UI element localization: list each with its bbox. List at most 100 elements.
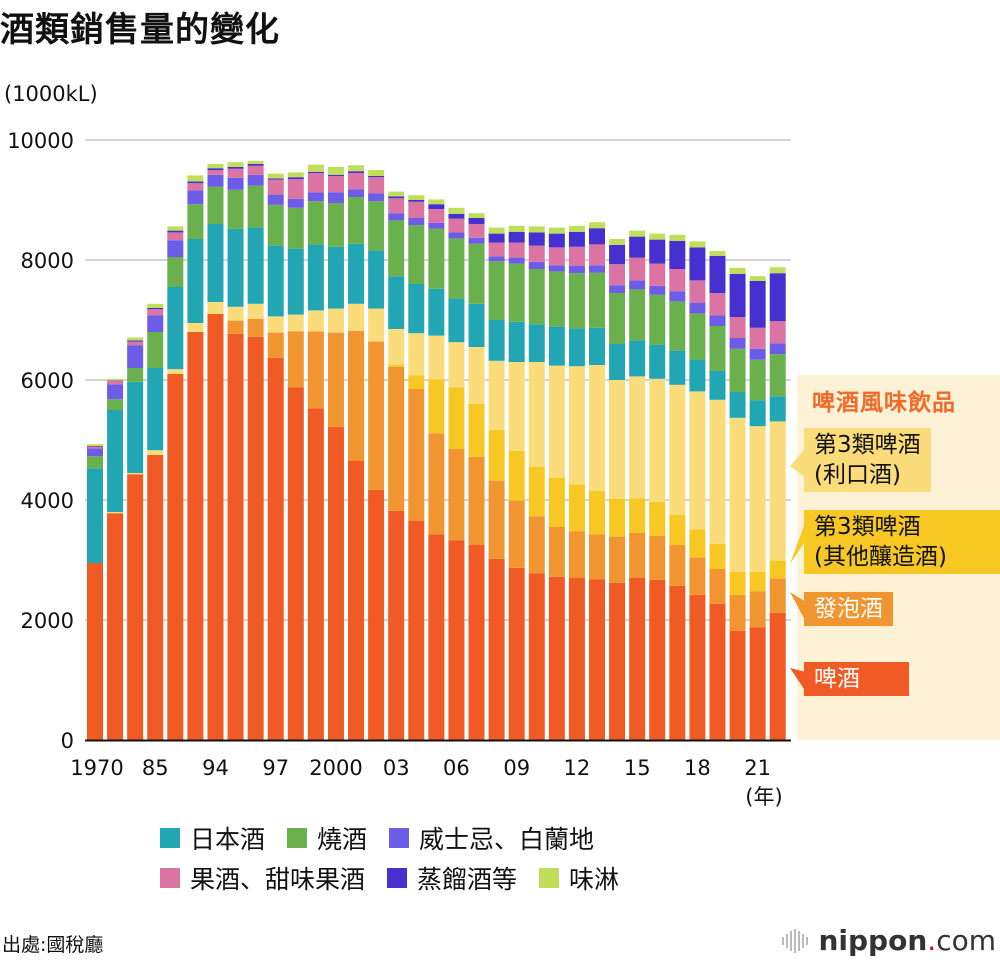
legend: 日本酒 燒酒 威士忌、白蘭地 果酒、甜味果酒 蒸餾酒等 味淋: [160, 818, 720, 898]
bar-segment-whisky-2022: [769, 343, 786, 355]
bar-segment-beer-2007: [468, 545, 485, 740]
bar-segment-whisky-2021: [749, 348, 766, 360]
logo-dot: .: [927, 924, 937, 957]
legend-item-fruit: 果酒、甜味果酒: [160, 860, 365, 896]
bar-segment-sake-1996: [247, 227, 264, 304]
chart-title: 酒類銷售量的變化: [0, 10, 280, 50]
bar-stack-1990: [167, 226, 184, 740]
bar-segment-mirin-1990: [167, 226, 184, 231]
bar-stack-2012: [568, 225, 585, 740]
bar-segment-whisky-2020: [729, 338, 746, 349]
bar-segment-distilled-1998: [287, 177, 304, 179]
bar-segment-mirin-2015: [629, 230, 646, 237]
bar-segment-beer-1997: [267, 357, 284, 740]
bar-segment-fruit-2020: [729, 317, 746, 338]
bar-segment-fruit-2019: [709, 293, 726, 316]
bar-segment-beer-1980: [127, 474, 144, 740]
bar-stack-2005: [428, 199, 445, 740]
x-tick-label: 2000: [309, 756, 362, 780]
bar-segment-happoshu-2003: [388, 366, 405, 511]
bar-segment-third_liqueur-2022: [769, 421, 786, 561]
bar-segment-beer-1975: [107, 513, 124, 740]
bar-segment-happoshu-2004: [408, 389, 425, 521]
bar-segment-third_other-2007: [468, 404, 485, 457]
bar-segment-shochu-2006: [448, 238, 465, 299]
bar-segment-beer-2003: [388, 510, 405, 740]
bar-segment-shochu-2018: [689, 313, 706, 360]
bar-stack-2002: [368, 170, 385, 740]
bar-segment-whisky-2008: [488, 256, 505, 262]
bar-segment-fruit-1995: [227, 168, 244, 178]
bar-stack-2010: [528, 226, 545, 740]
bar-segment-happoshu-2014: [609, 536, 626, 583]
bar-segment-whisky-1996: [247, 174, 264, 186]
y-tick-label: 2000: [21, 609, 74, 633]
bar-segment-fruit-2014: [609, 264, 626, 286]
bar-segment-beer-1998: [287, 387, 304, 740]
bar-segment-shochu-2008: [488, 261, 505, 320]
bar-segment-happoshu-2018: [689, 557, 706, 595]
bar-segment-third_liqueur-1996: [247, 303, 264, 319]
bar-segment-third_other-2016: [649, 501, 666, 536]
bar-segment-third_liqueur-2014: [609, 380, 626, 499]
bar-segment-beer-2005: [428, 534, 445, 740]
bar-segment-sake-2017: [669, 350, 686, 385]
bar-segment-fruit-2005: [428, 209, 445, 223]
bar-segment-shochu-2022: [769, 354, 786, 397]
bar-segment-mirin-2000: [327, 167, 344, 175]
bar-segment-shochu-2020: [729, 348, 746, 392]
bar-segment-shochu-1996: [247, 185, 264, 228]
bar-segment-third_other-2011: [548, 477, 565, 527]
callout-third-liqueur: 第3類啤酒 (利口酒): [804, 428, 931, 492]
bar-segment-fruit-2008: [488, 242, 505, 257]
bar-segment-whisky-2000: [327, 192, 344, 203]
bar-segment-distilled-2006: [448, 213, 465, 219]
bar-segment-happoshu-2013: [589, 534, 605, 580]
bar-segment-fruit-1994: [207, 170, 224, 175]
bar-stack-2019: [709, 251, 726, 740]
bar-stack-2004: [408, 195, 425, 740]
bar-segment-happoshu-2000: [327, 332, 344, 427]
bar-stack-2021: [749, 276, 766, 740]
bar-segment-fruit-2018: [689, 280, 706, 303]
bar-segment-mirin-1998: [287, 172, 304, 178]
bar-segment-third_other-2003: [388, 365, 405, 367]
bar-segment-mirin-1997: [267, 173, 284, 179]
bar-segment-whisky-1998: [287, 198, 304, 208]
bar-segment-whisky-1995: [227, 177, 244, 190]
bar-segment-third_liqueur-2007: [468, 347, 485, 404]
bar-segment-third_liqueur-1980: [127, 473, 144, 475]
bar-segment-fruit-2000: [327, 176, 344, 193]
bar-segment-third_liqueur-2021: [749, 426, 766, 572]
bar-segment-distilled-1995: [227, 167, 244, 169]
callout-beer: 啤酒: [804, 662, 909, 696]
bar-segment-third_other-2005: [428, 379, 445, 434]
bar-segment-mirin-2005: [428, 199, 445, 205]
bar-segment-third_liqueur-1975: [107, 512, 124, 514]
bar-segment-beer-2015: [629, 578, 646, 740]
bar-segment-mirin-1994: [207, 164, 224, 169]
callout-third-other: 第3類啤酒 (其他釀造酒): [804, 510, 1000, 574]
bar-segment-whisky-1970: [87, 448, 103, 457]
legend-label-whisky: 威士忌、白蘭地: [419, 825, 595, 854]
annotation-panel-title: 啤酒風味飲品: [812, 390, 956, 416]
bar-segment-distilled-2018: [689, 247, 706, 281]
bar-segment-beer-1993: [187, 332, 204, 740]
bar-segment-happoshu-2001: [348, 330, 365, 461]
bar-segment-third_liqueur-2009: [508, 362, 525, 451]
bar-segment-sake-2014: [609, 344, 626, 380]
bar-segment-fruit-2011: [548, 247, 565, 266]
bar-segment-whisky-2006: [448, 232, 465, 239]
legend-row-1: 日本酒 燒酒 威士忌、白蘭地: [160, 818, 720, 858]
bar-segment-distilled-1997: [267, 178, 284, 180]
bar-segment-beer-2010: [528, 573, 545, 740]
bar-segment-third_liqueur-2016: [649, 378, 666, 502]
bar-segment-whisky-2013: [589, 265, 605, 273]
bar-segment-whisky-1997: [267, 194, 284, 205]
bar-segment-mirin-2017: [669, 234, 686, 241]
bar-segment-fruit-1980: [127, 341, 144, 346]
bar-segment-happoshu-1995: [227, 320, 244, 334]
y-axis-ticks: 0 2000 4000 6000 8000 10000: [7, 129, 74, 753]
bar-segment-distilled-2020: [729, 273, 746, 317]
bar-segment-third_liqueur-1997: [267, 316, 284, 333]
